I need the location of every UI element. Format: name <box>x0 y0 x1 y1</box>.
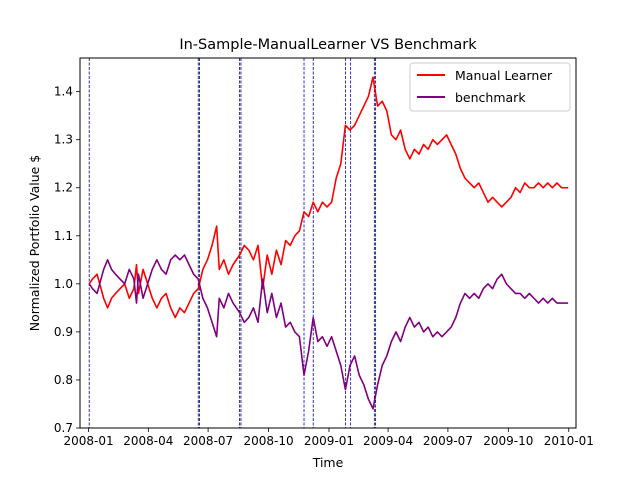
plot-area-frame <box>79 57 577 429</box>
x-tick-label-5: 2009-04 <box>363 434 413 448</box>
legend-label-manual-learner: Manual Learner <box>455 68 553 83</box>
legend-box <box>409 62 571 112</box>
y-tick-label-4: 1.1 <box>54 229 73 243</box>
series-lines <box>88 76 569 410</box>
y-tick-label-0: 0.7 <box>54 421 73 435</box>
vertical-markers <box>88 58 377 428</box>
y-tick-label-3: 1.0 <box>54 277 73 291</box>
y-axis-ticks: 0.7 0.8 0.9 1.0 1.1 1.2 1.3 1.4 <box>54 85 80 435</box>
y-tick-label-2: 0.9 <box>54 325 73 339</box>
x-axis-label: Time <box>312 455 344 470</box>
x-tick-label-8: 2010-01 <box>544 434 594 448</box>
legend-label-benchmark: benchmark <box>455 90 526 105</box>
x-tick-label-7: 2009-10 <box>483 434 533 448</box>
y-tick-label-7: 1.4 <box>54 85 73 99</box>
x-tick-label-6: 2009-07 <box>423 434 473 448</box>
x-tick-label-1: 2008-04 <box>123 434 173 448</box>
x-tick-label-3: 2008-10 <box>243 434 293 448</box>
y-tick-label-1: 0.8 <box>54 373 73 387</box>
y-tick-label-6: 1.3 <box>54 133 73 147</box>
series-line-manual-learner <box>88 76 569 319</box>
legend: Manual Learner benchmark <box>409 62 571 112</box>
x-tick-label-2: 2008-07 <box>183 434 233 448</box>
x-tick-label-4: 2009-01 <box>304 434 354 448</box>
x-axis-ticks: 2008-01 2008-04 2008-07 2008-10 2009-01 2009-… <box>63 428 594 448</box>
y-axis-label: Normalized Portfolio Value $ <box>27 155 42 332</box>
x-tick-label-0: 2008-01 <box>63 434 113 448</box>
series-line-benchmark <box>88 254 569 410</box>
y-tick-label-5: 1.2 <box>54 181 73 195</box>
chart-title: In-Sample-ManualLearner VS Benchmark <box>179 37 477 53</box>
